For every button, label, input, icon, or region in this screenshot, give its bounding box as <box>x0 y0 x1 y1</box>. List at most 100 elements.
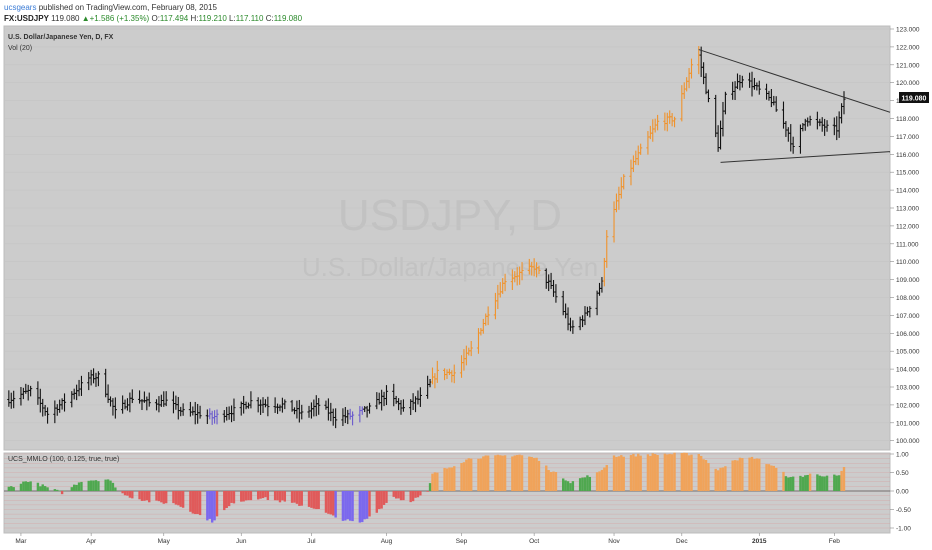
osc-bar <box>315 491 318 510</box>
osc-bar <box>123 491 127 496</box>
osc-bar <box>535 457 538 491</box>
triangle-trendlines[interactable] <box>698 49 891 163</box>
osc-bar <box>634 456 638 491</box>
osc-tick-label: -0.50 <box>896 507 911 514</box>
osc-bar <box>164 491 168 504</box>
osc-bar <box>196 491 199 515</box>
osc-bar <box>189 491 192 512</box>
price-tick-label: 111.000 <box>896 241 919 248</box>
osc-bar <box>465 459 468 491</box>
osc-bar <box>765 464 768 491</box>
osc-bar <box>97 481 100 491</box>
osc-bar <box>431 473 434 491</box>
osc-bar <box>317 491 320 510</box>
osc-bar <box>433 472 437 491</box>
osc-bar <box>368 491 371 517</box>
osc-bar <box>385 491 388 503</box>
osc-bar <box>775 467 778 491</box>
osc-bar <box>266 491 270 501</box>
main-pane-bg[interactable] <box>3 25 891 451</box>
osc-bar <box>341 491 345 521</box>
osc-bar <box>564 480 567 491</box>
osc-bar <box>840 470 843 491</box>
time-tick-label: Feb <box>829 538 841 545</box>
price-tick-label: 101.000 <box>896 420 920 427</box>
osc-bar <box>833 474 836 491</box>
osc-bar <box>443 467 446 491</box>
osc-bar <box>138 491 141 500</box>
osc-bar <box>307 491 311 507</box>
osc-bar <box>767 464 771 491</box>
osc-bar <box>293 491 296 503</box>
osc-bar <box>825 475 829 491</box>
osc-bar <box>60 491 64 495</box>
osc-bar <box>758 458 761 491</box>
osc-bar <box>300 491 303 506</box>
osc-bar <box>690 454 693 491</box>
osc-bar <box>666 454 669 491</box>
time-axis[interactable]: Mar Apr May Jun Jul Aug Sep Oct Nov Dec 2015 Feb <box>15 533 840 545</box>
osc-bar <box>823 476 826 491</box>
price-tick-label: 107.000 <box>896 313 920 320</box>
price-grid <box>4 28 890 442</box>
osc-bar <box>670 454 674 491</box>
osc-bar <box>281 491 284 501</box>
price-tick-label: 115.000 <box>896 170 919 177</box>
osc-bar <box>89 480 93 491</box>
osc-bar <box>346 491 349 520</box>
osc-bar <box>486 455 490 491</box>
osc-bar <box>448 467 451 491</box>
osc-bar <box>707 463 710 491</box>
open-label: O: <box>151 14 160 23</box>
osc-bar <box>755 458 759 491</box>
osc-bar <box>842 467 846 491</box>
osc-bar <box>160 491 163 503</box>
osc-bar <box>719 467 722 491</box>
osc-bar <box>477 458 480 491</box>
last-price: 119.080 <box>51 14 80 23</box>
osc-bar <box>131 491 134 499</box>
osc-bar <box>571 481 575 491</box>
author-link[interactable]: ucsgears <box>4 3 37 12</box>
price-tick-label: 118.000 <box>896 116 919 123</box>
indicator-label: UCS_MMLO (100, 0.125, true, true) <box>8 456 120 463</box>
osc-bar <box>208 491 211 519</box>
osc-bar <box>547 470 550 491</box>
trendline <box>720 151 891 163</box>
osc-bar <box>736 460 739 491</box>
osc-bar <box>552 471 555 491</box>
osc-bar <box>382 491 386 505</box>
osc-bar <box>87 480 90 491</box>
price-tick-label: 108.000 <box>896 295 920 302</box>
osc-bar <box>714 468 717 491</box>
osc-bar <box>378 491 381 510</box>
osc-bar <box>460 463 463 491</box>
oscillator-axis[interactable]: 1.00 0.50 0.00 -0.50 -1.00 <box>890 452 911 533</box>
osc-bar <box>157 491 161 502</box>
osc-bar <box>295 491 299 504</box>
osc-bar <box>148 491 151 503</box>
price-axis[interactable]: 123.000122.000121.000120.000119.000118.0… <box>890 27 920 446</box>
osc-bar <box>578 478 582 491</box>
osc-bar <box>791 476 795 491</box>
osc-bar <box>586 475 589 491</box>
osc-bar <box>27 482 30 491</box>
osc-bar <box>637 453 640 491</box>
price-tick-label: 106.000 <box>896 331 920 338</box>
osc-bar <box>128 491 132 498</box>
osc-bar <box>215 491 219 517</box>
osc-bar <box>511 456 514 491</box>
osc-bar <box>334 491 337 518</box>
osc-bar <box>595 472 599 491</box>
oscillator-histogram <box>7 452 846 523</box>
price-tick-label: 113.000 <box>896 206 919 213</box>
osc-bar <box>145 491 149 501</box>
osc-bar <box>699 455 703 491</box>
low-label: L: <box>229 14 236 23</box>
osc-bar <box>327 491 330 514</box>
osc-bar <box>75 484 78 491</box>
open-value: 117.494 <box>159 14 189 23</box>
osc-bar <box>673 452 676 491</box>
osc-bar <box>111 482 115 491</box>
